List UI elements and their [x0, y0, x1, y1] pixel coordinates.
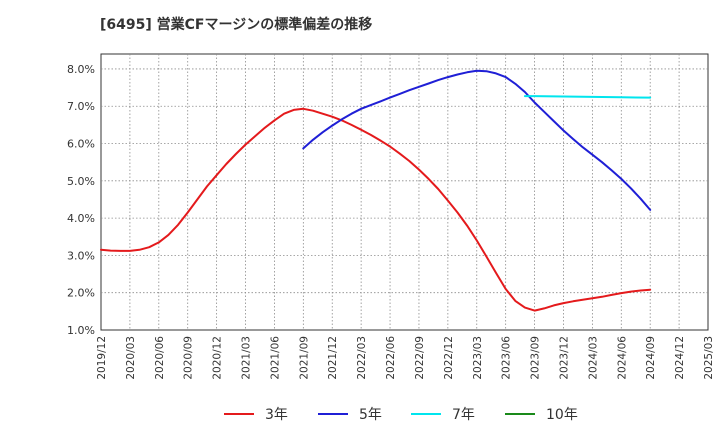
x-tick-label: 2022/12 [443, 336, 455, 380]
legend-label: 5年 [359, 407, 382, 423]
y-tick-label: 3.0% [67, 249, 95, 262]
x-tick-label: 2020/03 [125, 336, 137, 380]
x-tick-label: 2024/06 [616, 336, 628, 380]
x-tick-label: 2023/12 [558, 336, 570, 380]
legend-label: 7年 [452, 407, 475, 423]
series-line-5年 [302, 69, 652, 211]
x-tick-label: 2020/12 [212, 336, 224, 380]
x-tick-label: 2021/06 [269, 336, 281, 380]
series-line-3年 [100, 107, 652, 312]
y-tick-label: 5.0% [67, 175, 95, 188]
x-tick-label: 2023/06 [501, 336, 513, 380]
x-tick-label: 2024/03 [587, 336, 599, 380]
y-tick-label: 6.0% [67, 138, 95, 151]
x-tick-label: 2025/03 [703, 336, 715, 380]
series-line-7年 [523, 95, 652, 99]
x-tick-label: 2023/03 [472, 336, 484, 380]
x-tick-label: 2023/09 [530, 336, 542, 380]
chart-title: [6495] 営業CFマージンの標準偏差の推移 [100, 17, 373, 33]
legend-label: 3年 [265, 407, 288, 423]
y-tick-label: 2.0% [67, 287, 95, 300]
y-tick-label: 4.0% [67, 212, 95, 225]
y-tick-label: 1.0% [67, 324, 95, 337]
x-tick-label: 2021/12 [327, 336, 339, 380]
x-tick-label: 2020/06 [154, 336, 166, 380]
x-tick-label: 2022/09 [414, 336, 426, 380]
x-tick-label: 2019/12 [96, 336, 108, 380]
x-tick-label: 2022/06 [385, 336, 397, 380]
legend-label: 10年 [546, 407, 578, 423]
x-tick-label: 2024/09 [645, 336, 657, 380]
plot-area [100, 53, 709, 331]
y-tick-label: 8.0% [67, 63, 95, 76]
y-tick-label: 7.0% [67, 100, 95, 113]
x-tick-label: 2020/09 [183, 336, 195, 380]
x-tick-label: 2024/12 [674, 336, 686, 380]
x-tick-label: 2022/03 [356, 336, 368, 380]
x-tick-label: 2021/09 [298, 336, 310, 380]
x-tick-label: 2021/03 [241, 336, 253, 380]
